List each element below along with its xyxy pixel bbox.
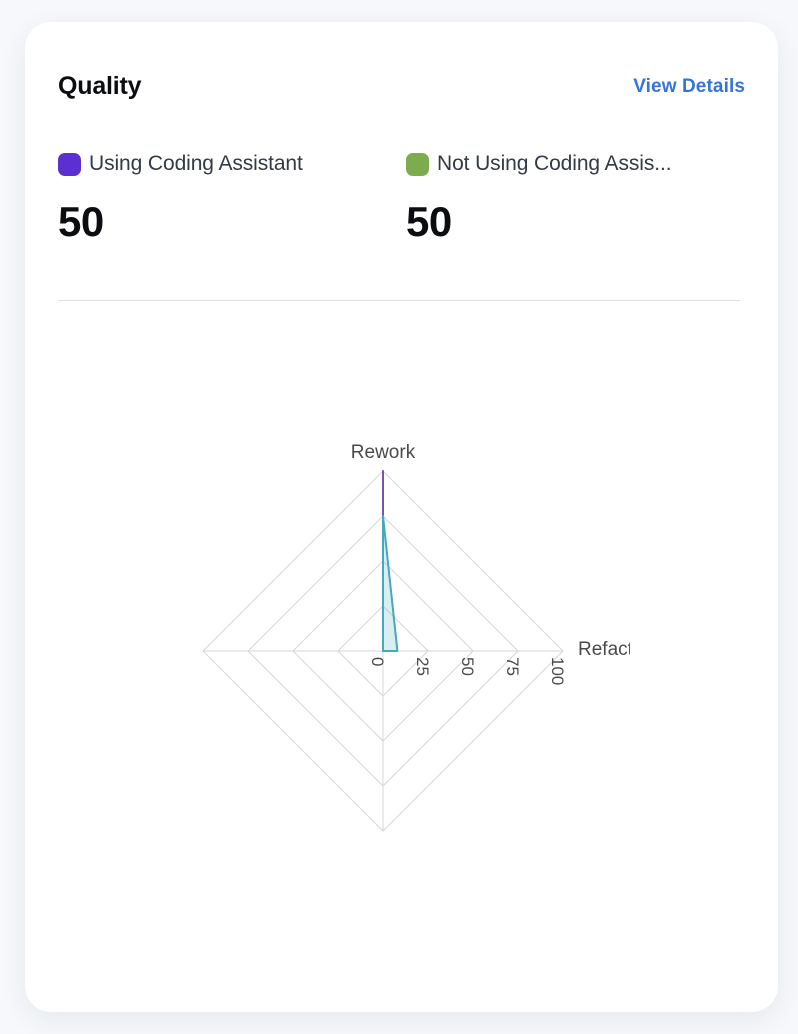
svg-text:0: 0 (368, 657, 387, 666)
view-details-link[interactable]: View Details (633, 75, 745, 97)
legend-row: Using Coding Assistant 50 Not Using Codi… (58, 152, 745, 246)
svg-text:50: 50 (458, 657, 477, 676)
legend-item-using-coding-assistant: Using Coding Assistant 50 (58, 152, 406, 246)
svg-text:Rework: Rework (351, 442, 416, 463)
legend-swatch-purple-icon (58, 152, 81, 176)
legend-value: 50 (406, 198, 452, 245)
card-title: Quality (58, 72, 142, 100)
legend-value: 50 (58, 198, 104, 245)
svg-text:25: 25 (413, 657, 432, 676)
legend-entry: Not Using Coding Assis... (406, 152, 745, 176)
legend-item-not-using-coding-assistant: Not Using Coding Assis... 50 (406, 152, 745, 246)
svg-text:75: 75 (503, 657, 522, 676)
legend-entry: Using Coding Assistant (58, 152, 406, 176)
svg-text:Refactor: Refactor (578, 639, 630, 660)
legend-label: Using Coding Assistant (89, 152, 303, 175)
card-header: Quality View Details (58, 72, 745, 101)
legend-swatch-green-icon (406, 152, 429, 176)
legend-label: Not Using Coding Assis... (437, 152, 672, 175)
svg-text:100: 100 (548, 657, 567, 685)
quality-card: Quality View Details Using Coding Assist… (25, 22, 778, 1012)
divider (58, 300, 740, 301)
radar-chart: 0 25 50 75 100 Rework Refactor (202, 442, 630, 832)
